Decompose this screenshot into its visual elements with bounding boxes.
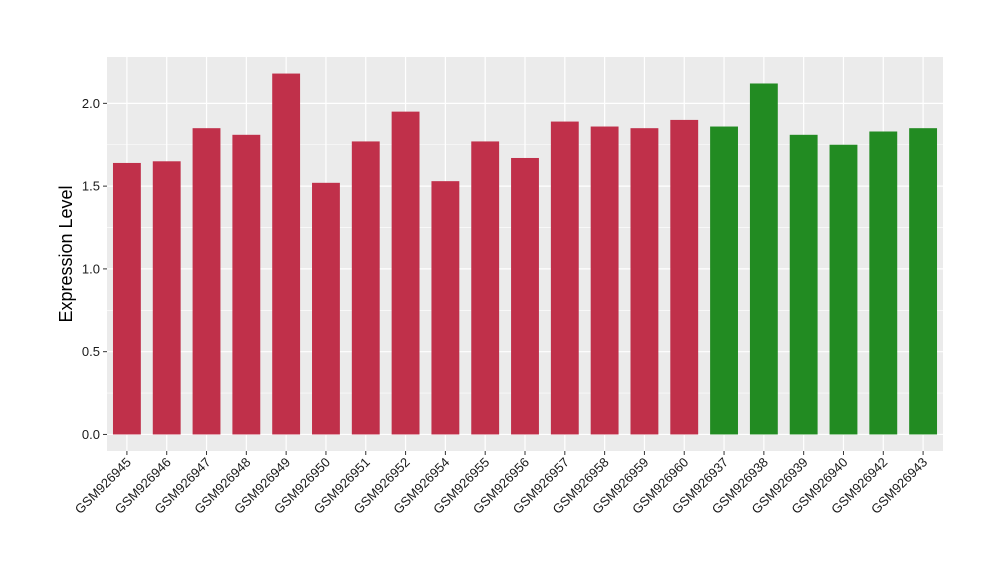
bar-GSM926958 bbox=[590, 126, 619, 435]
bar-GSM926939 bbox=[789, 134, 818, 435]
y-tick-label: 0.5 bbox=[82, 344, 100, 359]
bar-GSM926960 bbox=[670, 119, 699, 435]
bar-GSM926954 bbox=[431, 181, 460, 435]
bar-GSM926950 bbox=[312, 182, 340, 435]
bar-GSM926948 bbox=[232, 134, 261, 435]
bars bbox=[112, 73, 938, 435]
bar-GSM926956 bbox=[511, 157, 539, 435]
y-tick-label: 1.0 bbox=[82, 261, 100, 276]
bar-GSM926955 bbox=[471, 141, 500, 435]
bar-GSM926943 bbox=[909, 128, 938, 435]
bar-GSM926938 bbox=[749, 83, 778, 435]
x-axis-ticks: GSM926945GSM926946GSM926947GSM926948GSM9… bbox=[72, 451, 930, 517]
bar-GSM926942 bbox=[869, 131, 898, 435]
y-tick-label: 1.5 bbox=[82, 179, 100, 194]
bar-GSM926952 bbox=[391, 111, 420, 435]
bar-GSM926957 bbox=[550, 121, 579, 435]
bar-GSM926951 bbox=[351, 141, 380, 435]
bar-GSM926947 bbox=[192, 128, 221, 435]
bar-GSM926959 bbox=[630, 128, 659, 435]
bar-GSM926949 bbox=[272, 73, 301, 435]
bar-GSM926937 bbox=[710, 126, 738, 435]
y-axis-ticks: 0.0 0.5 1.0 1.5 2.0 bbox=[82, 96, 107, 442]
bar-GSM926946 bbox=[152, 161, 181, 435]
bar-GSM926945 bbox=[112, 162, 141, 435]
y-tick-label: 0.0 bbox=[82, 427, 100, 442]
y-axis-title: Expression Level bbox=[56, 185, 76, 322]
y-tick-label: 2.0 bbox=[82, 96, 100, 111]
bar-GSM926940 bbox=[829, 144, 858, 435]
